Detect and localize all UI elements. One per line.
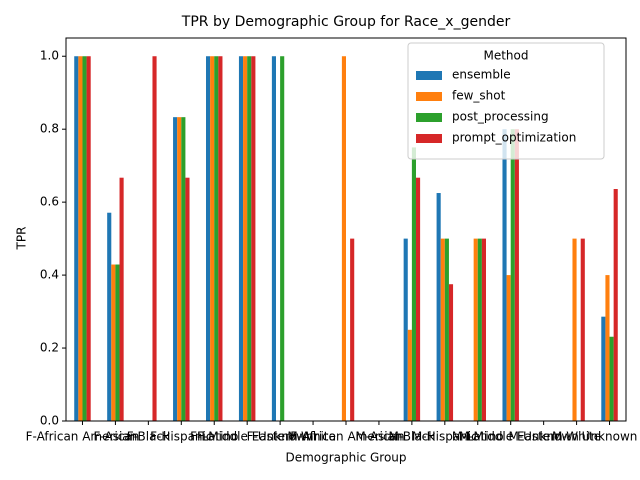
bar <box>580 238 585 421</box>
legend-swatch <box>416 113 442 122</box>
bar <box>572 238 577 421</box>
bar <box>82 56 87 421</box>
bar <box>477 238 482 421</box>
bar <box>152 56 157 421</box>
x-tick-label: F-White <box>290 430 336 444</box>
x-tick-label: F-Black <box>127 430 170 444</box>
bar <box>78 56 83 421</box>
y-tick-label: 0.6 <box>40 195 59 209</box>
bar <box>444 238 449 421</box>
y-tick-label: 0.2 <box>40 341 59 355</box>
legend-title: Method <box>483 49 528 63</box>
legend-swatch <box>416 134 442 143</box>
chart-title: TPR by Demographic Group for Race_x_gend… <box>181 14 511 30</box>
bar <box>411 147 416 421</box>
legend-swatch <box>416 71 442 80</box>
bar <box>238 56 244 421</box>
legend-swatch <box>416 92 442 101</box>
x-tick-label: M-White <box>552 430 601 444</box>
bar <box>506 275 511 421</box>
bar <box>251 56 256 421</box>
x-tick-label: M-Black <box>389 430 436 444</box>
bar <box>173 117 178 422</box>
bar <box>609 336 614 421</box>
bar <box>350 238 355 421</box>
bar <box>473 238 478 421</box>
bar <box>86 56 91 421</box>
bar <box>271 56 276 421</box>
bar <box>416 177 421 421</box>
legend-box <box>407 42 605 160</box>
bar <box>502 129 507 421</box>
bar <box>613 189 618 421</box>
legend-label: post_processing <box>452 110 549 124</box>
y-tick-label: 0.0 <box>40 414 59 428</box>
bar <box>407 329 412 421</box>
y-tick-label: 1.0 <box>40 49 59 63</box>
bar <box>481 238 486 421</box>
bar <box>210 56 215 421</box>
x-axis-label: Demographic Group <box>285 451 406 465</box>
bar <box>510 129 515 421</box>
x-tick-label: Unknown <box>582 430 638 444</box>
x-tick-label: F-Unknown <box>247 430 314 444</box>
bar <box>206 56 211 421</box>
bar <box>605 275 610 421</box>
bar <box>448 284 454 421</box>
bar <box>177 117 182 422</box>
bar <box>111 264 116 421</box>
bar <box>115 264 120 421</box>
bar <box>280 56 285 421</box>
bar <box>218 56 223 421</box>
x-tick-label: M-African American <box>287 430 404 444</box>
y-axis-label: TPR <box>15 227 29 251</box>
x-tick-label: M-Middle Eastern <box>459 430 563 444</box>
bar <box>243 56 248 421</box>
legend-label: prompt_optimization <box>452 131 576 145</box>
bar <box>440 238 445 421</box>
bar <box>436 193 441 421</box>
bar <box>214 56 219 421</box>
bar <box>107 212 112 421</box>
bar <box>74 56 79 421</box>
plot-frame <box>65 37 627 422</box>
bar <box>119 177 124 421</box>
legend-label: ensemble <box>452 68 511 82</box>
x-tick-label: F-Hispanic <box>150 430 212 444</box>
bar <box>247 56 252 421</box>
bar <box>403 238 408 421</box>
x-tick-label: M-Hispanic <box>412 430 478 444</box>
x-tick-label: M-Asian <box>355 430 402 444</box>
bar <box>181 117 186 422</box>
x-tick-label: F-African American <box>26 430 140 444</box>
x-tick-label: F-Latino <box>190 430 238 444</box>
bar <box>514 129 519 421</box>
bar <box>185 177 190 421</box>
x-tick-label: M-Latino <box>452 430 504 444</box>
x-tick-label: M-Unknown <box>508 430 578 444</box>
x-tick-label: F-Middle Eastern <box>197 430 297 444</box>
y-tick-label: 0.8 <box>40 122 59 136</box>
x-tick-label: F-Asian <box>94 430 138 444</box>
legend-label: few_shot <box>452 89 506 103</box>
y-tick-label: 0.4 <box>40 268 59 282</box>
bar <box>601 316 606 421</box>
bar <box>341 56 346 421</box>
